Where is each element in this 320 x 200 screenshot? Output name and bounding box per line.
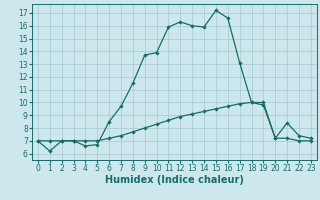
- X-axis label: Humidex (Indice chaleur): Humidex (Indice chaleur): [105, 175, 244, 185]
